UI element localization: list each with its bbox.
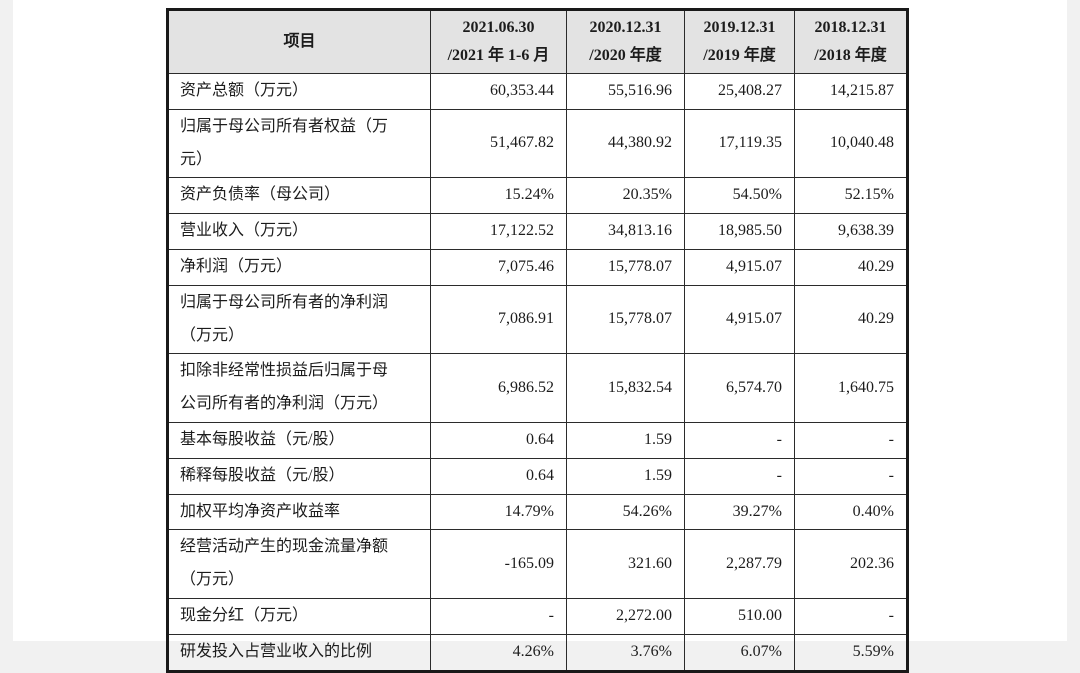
header-cell-period-2020: 2020.12.31 /2020 年度: [566, 9, 685, 74]
row-label: 稀释每股收益（元/股）: [167, 457, 431, 495]
financial-table-container: 项目 2021.06.30 /2021 年 1-6 月 2020.12.31 /…: [166, 8, 909, 673]
row-value: 34,813.16: [566, 213, 685, 250]
header-period-range: /2018 年度: [814, 47, 887, 64]
header-period-range: /2020 年度: [589, 47, 662, 64]
row-value: 39.27%: [684, 493, 795, 531]
row-label: 加权平均净资产收益率: [167, 493, 431, 531]
row-value: 40.29: [794, 248, 908, 286]
table-row: 资产负债率（母公司） 15.24% 20.35% 54.50% 52.15%: [167, 177, 908, 215]
row-value: -165.09: [430, 529, 567, 599]
header-cell-item: 项目: [167, 9, 431, 74]
row-value: 40.29: [794, 284, 908, 355]
row-value: -: [684, 457, 795, 495]
header-cell-period-2019: 2019.12.31 /2019 年度: [684, 9, 795, 74]
row-value: 60,353.44: [430, 73, 567, 110]
row-value: 10,040.48: [794, 108, 908, 179]
row-value: 0.64: [430, 457, 567, 495]
row-label: 资产负债率（母公司）: [167, 177, 431, 215]
row-label: 基本每股收益（元/股）: [167, 421, 431, 459]
row-value: 15,778.07: [566, 248, 685, 286]
table-row: 加权平均净资产收益率 14.79% 54.26% 39.27% 0.40%: [167, 493, 908, 531]
row-value: 9,638.39: [794, 213, 908, 250]
header-cell-period-2021: 2021.06.30 /2021 年 1-6 月: [430, 9, 567, 74]
row-value: -: [684, 421, 795, 459]
header-period-date: 2020.12.31: [589, 19, 662, 37]
row-value: -: [794, 597, 908, 635]
row-value: 52.15%: [794, 177, 908, 215]
row-value: -: [794, 421, 908, 459]
table-row: 净利润（万元） 7,075.46 15,778.07 4,915.07 40.29: [167, 248, 908, 286]
row-value: 15,778.07: [566, 284, 685, 355]
row-value: 1.59: [566, 457, 685, 495]
document-page: 项目 2021.06.30 /2021 年 1-6 月 2020.12.31 /…: [13, 0, 1067, 673]
header-period-date: 2018.12.31: [814, 19, 887, 37]
header-period-range: /2021 年 1-6 月: [447, 47, 550, 64]
row-value: 55,516.96: [566, 73, 685, 110]
row-label: 扣除非经常性损益后归属于母 公司所有者的净利润（万元）: [167, 353, 431, 423]
row-value: 18,985.50: [684, 213, 795, 250]
table-row: 研发投入占营业收入的比例 4.26% 3.76% 6.07% 5.59%: [167, 633, 908, 672]
row-value: 17,119.35: [684, 108, 795, 179]
table-row: 经营活动产生的现金流量净额 （万元） -165.09 321.60 2,287.79 2…: [167, 529, 908, 599]
row-value: 14,215.87: [794, 73, 908, 110]
header-item-label: 项目: [283, 33, 316, 51]
row-label: 归属于母公司所有者权益（万 元）: [167, 108, 431, 179]
row-value: 54.26%: [566, 493, 685, 531]
row-value: -: [794, 457, 908, 495]
row-value: 17,122.52: [430, 213, 567, 250]
row-value: 4,915.07: [684, 284, 795, 355]
row-label: 营业收入（万元）: [167, 213, 431, 250]
row-value: 2,287.79: [684, 529, 795, 599]
row-value: 20.35%: [566, 177, 685, 215]
table-row: 稀释每股收益（元/股） 0.64 1.59- -: [167, 457, 908, 495]
financial-summary-table: 项目 2021.06.30 /2021 年 1-6 月 2020.12.31 /…: [166, 8, 909, 673]
row-value: 321.60: [566, 529, 685, 599]
row-value: 202.36: [794, 529, 908, 599]
row-value: -: [430, 597, 567, 635]
row-value: 15.24%: [430, 177, 567, 215]
row-value: 5.59%: [794, 633, 908, 672]
table-header: 项目 2021.06.30 /2021 年 1-6 月 2020.12.31 /…: [167, 9, 908, 74]
row-value: 4.26%: [430, 633, 567, 672]
row-value: 54.50%: [684, 177, 795, 215]
row-label: 现金分红（万元）: [167, 597, 431, 635]
table-row: 归属于母公司所有者的净利润 （万元） 7,086.91 15,778.07 4,915…: [167, 284, 908, 355]
row-label: 净利润（万元）: [167, 248, 431, 286]
header-cell-period-2018: 2018.12.31 /2018 年度: [794, 9, 908, 74]
row-value: 6.07%: [684, 633, 795, 672]
row-value: 4,915.07: [684, 248, 795, 286]
row-value: 1,640.75: [794, 353, 908, 423]
row-value: 14.79%: [430, 493, 567, 531]
table-row: 归属于母公司所有者权益（万 元） 51,467.82 44,380.92 17,119…: [167, 108, 908, 179]
table-body: 资产总额（万元） 60,353.44 55,516.96 25,408.27 14,21…: [167, 73, 908, 672]
table-row: 营业收入（万元） 17,122.52 34,813.16 18,985.50 9,638…: [167, 213, 908, 250]
row-value: 510.00: [684, 597, 795, 635]
row-value: 6,574.70: [684, 353, 795, 423]
row-label: 经营活动产生的现金流量净额 （万元）: [167, 529, 431, 599]
row-value: 7,075.46: [430, 248, 567, 286]
row-label: 归属于母公司所有者的净利润 （万元）: [167, 284, 431, 355]
row-label: 资产总额（万元）: [167, 73, 431, 110]
row-value: 3.76%: [566, 633, 685, 672]
header-period-date: 2019.12.31: [703, 19, 776, 37]
row-label: 研发投入占营业收入的比例: [167, 633, 431, 672]
row-value: 2,272.00: [566, 597, 685, 635]
table-row: 扣除非经常性损益后归属于母 公司所有者的净利润（万元） 6,986.52 15,83…: [167, 353, 908, 423]
row-value: 15,832.54: [566, 353, 685, 423]
row-value: 44,380.92: [566, 108, 685, 179]
header-period-range: /2019 年度: [703, 47, 776, 64]
header-row: 项目 2021.06.30 /2021 年 1-6 月 2020.12.31 /…: [167, 9, 908, 74]
row-value: 0.64: [430, 421, 567, 459]
table-row: 现金分红（万元） -2,272.00 510.00-: [167, 597, 908, 635]
table-row: 基本每股收益（元/股） 0.64 1.59- -: [167, 421, 908, 459]
row-value: 7,086.91: [430, 284, 567, 355]
row-value: 51,467.82: [430, 108, 567, 179]
table-row: 资产总额（万元） 60,353.44 55,516.96 25,408.27 14,21…: [167, 73, 908, 110]
row-value: 6,986.52: [430, 353, 567, 423]
row-value: 0.40%: [794, 493, 908, 531]
row-value: 25,408.27: [684, 73, 795, 110]
row-value: 1.59: [566, 421, 685, 459]
header-period-date: 2021.06.30: [462, 19, 535, 37]
